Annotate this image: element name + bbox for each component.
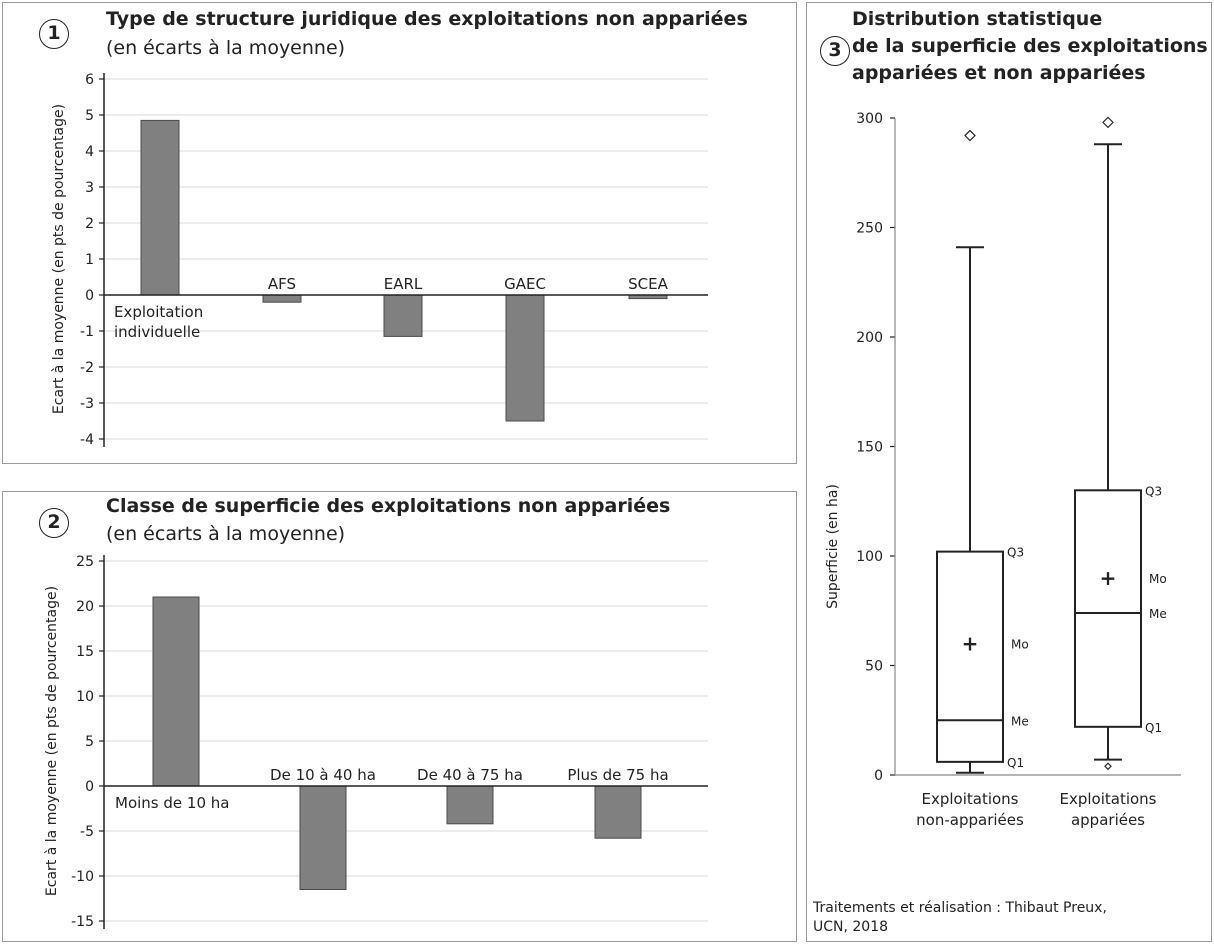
chart-subtitle: (en écarts à la moyenne) <box>106 523 346 545</box>
category-label: Exploitation <box>114 303 203 321</box>
mean-marker: + <box>962 632 979 656</box>
bar <box>140 119 180 296</box>
median-label: Me <box>1011 714 1029 728</box>
q1-label: Q1 <box>1145 721 1162 735</box>
bar <box>299 785 347 890</box>
category-label: GAEC <box>504 275 546 293</box>
bar <box>505 294 545 422</box>
y-tick-label: 5 <box>85 108 94 124</box>
chart-title-line: appariées et non appariées <box>852 62 1146 84</box>
bar <box>383 294 423 337</box>
y-tick-label: -4 <box>80 432 94 448</box>
q1-label: Q1 <box>1007 756 1024 770</box>
category-label: non-appariées <box>916 811 1024 829</box>
y-tick-label: 5 <box>85 734 94 750</box>
category-label: Moins de 10 ha <box>115 794 229 812</box>
mean-label: Mo <box>1149 572 1167 586</box>
y-tick-label: 15 <box>76 644 94 660</box>
chart-title: Type de structure juridique des exploita… <box>106 8 748 30</box>
y-tick-label: 0 <box>85 288 94 304</box>
y-tick-label: -1 <box>80 324 94 340</box>
category-label: Exploitations <box>921 790 1018 808</box>
category-label: De 10 à 40 ha <box>270 766 376 784</box>
y-axis-title: Ecart à la moyenne (en pts de pourcentag… <box>44 586 60 896</box>
y-tick-label: 300 <box>856 111 883 127</box>
y-tick-label: 20 <box>76 599 94 615</box>
boxplot-area-distribution: 0 50 100 150 200 250 300 Superficie (en ha) + Q3 M… <box>825 111 1181 829</box>
category-label: De 40 à 75 ha <box>417 766 523 784</box>
panel-number-badge: 1 <box>39 19 69 49</box>
y-tick-label: 50 <box>865 659 883 675</box>
credit-line: UCN, 2018 <box>813 919 889 935</box>
median-label: Me <box>1149 607 1167 621</box>
bar <box>262 294 302 303</box>
credit-line: Traitements et réalisation : Thibaut Pre… <box>813 900 1107 916</box>
chart-title-line: Distribution statistique <box>852 8 1103 30</box>
category-label: AFS <box>268 275 296 293</box>
bar <box>446 785 494 825</box>
y-tick-label: 10 <box>76 689 94 705</box>
mean-label: Mo <box>1011 638 1029 652</box>
credit-note: Traitements et réalisation : Thibaut Pre… <box>813 899 1107 937</box>
bar <box>594 785 642 839</box>
bar <box>152 596 200 787</box>
chart-panel-boxplot: Distribution statistique de la superfici… <box>806 2 1212 942</box>
y-tick-label: -2 <box>80 360 94 376</box>
chart-title-line: de la superficie des exploitations <box>852 35 1208 57</box>
category-label: EARL <box>384 275 423 293</box>
category-label: appariées <box>1071 811 1145 829</box>
category-label: Plus de 75 ha <box>567 766 668 784</box>
y-tick-label: -5 <box>80 824 94 840</box>
bar-chart-legal-structure: -4 -3 -2 -1 0 1 2 3 4 5 6 Ecart à la moyenne (en pt… <box>51 72 708 448</box>
y-tick-label: -10 <box>71 869 94 885</box>
category-label: individuelle <box>114 323 200 341</box>
y-tick-label: 6 <box>85 72 94 88</box>
outlier-marker <box>1104 762 1112 771</box>
panel-number-badge: 3 <box>820 36 850 66</box>
outlier-marker <box>964 129 976 142</box>
chart-panel-area-class: 2 Classe de superficie des exploitations… <box>2 491 797 942</box>
y-tick-label: 25 <box>76 554 94 570</box>
y-tick-label: 0 <box>874 768 883 784</box>
box <box>936 550 1004 763</box>
q3-label: Q3 <box>1145 484 1162 498</box>
y-tick-label: -3 <box>80 396 94 412</box>
y-tick-label: 1 <box>85 252 94 268</box>
y-tick-label: 0 <box>85 779 94 795</box>
y-tick-label: 250 <box>856 221 883 237</box>
panel-number-badge: 2 <box>39 508 69 538</box>
y-tick-label: 2 <box>85 216 94 232</box>
y-tick-label: -15 <box>71 914 94 930</box>
y-axis-title: Superficie (en ha) <box>825 484 841 609</box>
y-tick-label: 200 <box>856 330 883 346</box>
y-axis-title: Ecart à la moyenne (en pts de pourcentag… <box>51 104 67 414</box>
q3-label: Q3 <box>1007 546 1024 560</box>
chart-panel-legal-structure: 1 Type de structure juridique des exploi… <box>2 2 797 464</box>
category-label: SCEA <box>628 275 668 293</box>
y-tick-label: 150 <box>856 440 883 456</box>
bar-chart-area-class: -15 -10 -5 0 5 10 15 20 25 Ecart à la moyenne (en… <box>44 554 708 930</box>
y-tick-label: 4 <box>85 144 94 160</box>
y-tick-label: 3 <box>85 180 94 196</box>
mean-marker: + <box>1100 566 1117 590</box>
chart-subtitle: (en écarts à la moyenne) <box>106 37 346 59</box>
box <box>1074 489 1142 728</box>
y-tick-label: 100 <box>856 549 883 565</box>
category-label: Exploitations <box>1059 790 1156 808</box>
outlier-marker <box>1102 116 1114 129</box>
chart-title: Classe de superficie des exploitations n… <box>106 495 671 517</box>
